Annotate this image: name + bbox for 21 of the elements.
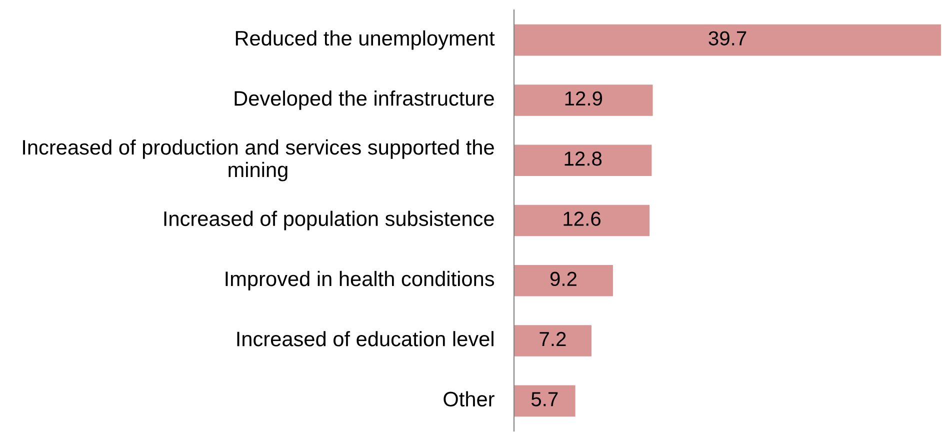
- bar: [514, 385, 576, 417]
- data-label: 12.8: [564, 152, 602, 166]
- data-label: 7.2: [540, 332, 566, 346]
- bar: [514, 24, 942, 56]
- bar: [514, 204, 650, 236]
- y-tick-label: Increased of education level: [237, 331, 494, 346]
- data-label: 12.6: [564, 212, 600, 226]
- y-tick-label: Other: [444, 391, 494, 407]
- y-tick-label: Improved in health conditions: [226, 270, 494, 290]
- y-tick-label: Increased of population subsistence: [164, 210, 494, 230]
- bar: [514, 265, 613, 296]
- data-label: 5.7: [531, 392, 558, 406]
- data-label: 12.9: [565, 91, 602, 106]
- bar: [514, 144, 652, 176]
- y-tick-label: Increased of production and services supported the mining: [23, 139, 494, 182]
- y-tick-label: Developed the infrastructure: [234, 90, 494, 110]
- bar: [514, 84, 653, 116]
- y-tick-label: Reduced the unemployment: [236, 30, 495, 50]
- data-label: 9.2: [550, 272, 576, 286]
- data-label: 39.7: [708, 31, 746, 46]
- bar: [514, 325, 592, 356]
